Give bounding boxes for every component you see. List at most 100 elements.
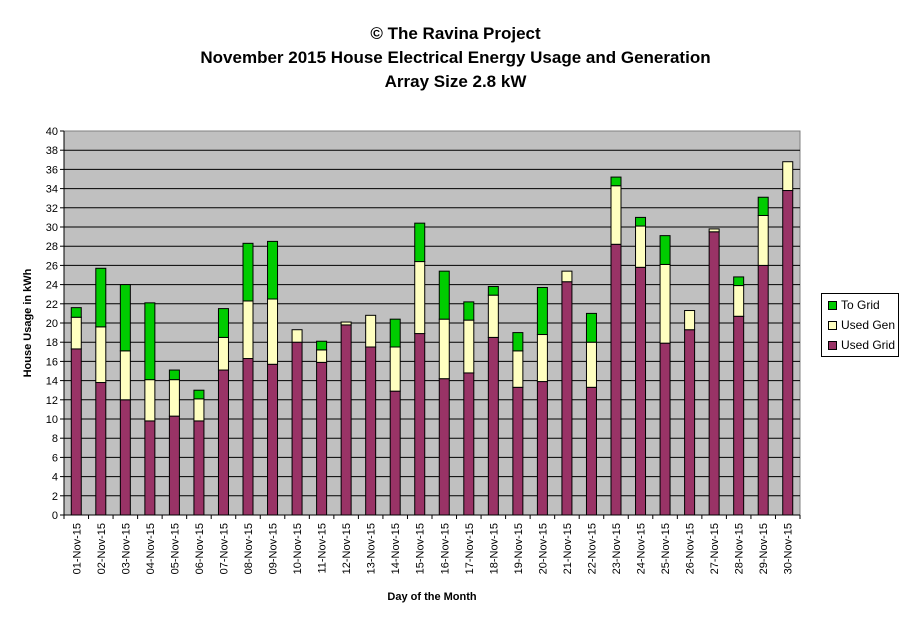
bar-used-gen: [70, 316, 82, 350]
bar-used-grid: [708, 231, 720, 516]
y-tick-label: 38: [46, 145, 58, 157]
x-tick-label: 27-Nov-15: [709, 523, 721, 574]
bar-to-grid: [487, 286, 499, 296]
y-tick-label: 0: [52, 510, 58, 522]
bar-used-grid: [168, 415, 180, 516]
y-tick-label: 40: [46, 126, 58, 138]
bar-used-gen: [463, 319, 475, 374]
x-tick-label: 03-Nov-15: [120, 523, 132, 574]
bar-used-grid: [217, 369, 229, 516]
bar-used-grid: [659, 342, 671, 516]
bar-used-grid: [340, 324, 352, 516]
bar-used-gen: [168, 379, 180, 417]
bar-used-gen: [95, 326, 107, 384]
x-tick-label: 24-Nov-15: [636, 523, 648, 574]
y-tick-label: 28: [46, 241, 58, 253]
bar-used-grid: [291, 341, 303, 516]
chart-title-line-3: Array Size 2.8 kW: [384, 72, 527, 91]
bar-used-gen: [389, 346, 401, 392]
x-tick-label: 13-Nov-15: [366, 523, 378, 574]
bar-to-grid: [193, 389, 205, 400]
bar-used-grid: [438, 378, 450, 516]
bar-to-grid: [144, 302, 156, 381]
bar-to-grid: [635, 216, 647, 227]
y-tick-label: 34: [46, 184, 58, 196]
bar-used-gen: [438, 318, 450, 380]
x-tick-label: 20-Nov-15: [537, 523, 549, 574]
bar-used-gen: [635, 225, 647, 268]
bar-to-grid: [536, 286, 548, 336]
bar-used-gen: [733, 285, 745, 317]
bar-used-gen: [242, 300, 254, 360]
bar-used-gen: [782, 161, 794, 192]
x-tick-label: 08-Nov-15: [243, 523, 255, 574]
bar-to-grid: [463, 301, 475, 321]
y-tick-label: 12: [46, 395, 58, 407]
y-tick-label: 4: [52, 472, 58, 484]
x-tick-label: 14-Nov-15: [390, 523, 402, 574]
bars: [70, 161, 794, 516]
legend-swatch-used-grid: [828, 340, 837, 350]
legend-item-to-grid: To Grid: [828, 298, 880, 312]
bar-used-grid: [95, 382, 107, 516]
y-tick-label: 24: [46, 280, 58, 292]
y-tick-label: 36: [46, 164, 58, 176]
bar-to-grid: [217, 308, 229, 338]
x-tick-label: 09-Nov-15: [268, 523, 280, 574]
bar-used-grid: [512, 386, 524, 516]
y-tick-label: 10: [46, 414, 58, 426]
y-tick-label: 22: [46, 299, 58, 311]
bar-used-grid: [487, 336, 499, 516]
legend-label-used-grid: Used Grid: [841, 338, 896, 352]
x-tick-label: 12-Nov-15: [341, 523, 353, 574]
bar-used-grid: [316, 361, 328, 516]
bar-used-gen: [217, 336, 229, 371]
bar-to-grid: [512, 332, 524, 352]
x-tick-label: 05-Nov-15: [169, 523, 181, 574]
bar-to-grid: [757, 196, 769, 216]
bar-used-grid: [782, 190, 794, 516]
bar-to-grid: [95, 267, 107, 328]
bar-used-grid: [635, 266, 647, 516]
bar-used-grid: [585, 386, 597, 516]
x-tick-label: 02-Nov-15: [96, 523, 108, 574]
bar-used-grid: [463, 372, 475, 516]
bar-used-gen: [414, 261, 426, 335]
bar-used-gen: [340, 321, 352, 326]
x-tick-label: 25-Nov-15: [660, 523, 672, 574]
legend: To Grid Used Gen Used Grid: [821, 293, 899, 357]
bar-used-gen: [144, 379, 156, 422]
x-tick-label: 18-Nov-15: [488, 523, 500, 574]
y-tick-label: 16: [46, 356, 58, 368]
bar-to-grid: [119, 284, 131, 352]
bar-used-grid: [267, 363, 279, 516]
legend-item-used-grid: Used Grid: [828, 338, 895, 352]
bar-used-gen: [610, 185, 622, 245]
bar-to-grid: [610, 176, 622, 187]
x-tick-label: 06-Nov-15: [194, 523, 206, 574]
x-tick-label: 10-Nov-15: [292, 523, 304, 574]
bar-used-gen: [512, 350, 524, 388]
legend-swatch-used-gen: [828, 320, 837, 330]
bar-to-grid: [70, 307, 82, 318]
y-axis-label: House Usage in kWh: [22, 268, 34, 377]
y-tick-label: 20: [46, 318, 58, 330]
bar-used-grid: [365, 346, 377, 516]
y-tick-label: 26: [46, 260, 58, 272]
bar-used-gen: [757, 214, 769, 266]
bar-to-grid: [168, 369, 180, 381]
y-tick-label: 14: [46, 376, 58, 388]
bar-used-gen: [291, 329, 303, 343]
bar-used-gen: [267, 298, 279, 365]
bar-used-grid: [414, 333, 426, 516]
bar-used-gen: [684, 310, 696, 331]
x-tick-label: 15-Nov-15: [415, 523, 427, 574]
bar-used-gen: [365, 314, 377, 348]
y-tick-label: 32: [46, 203, 58, 215]
y-tick-label: 30: [46, 222, 58, 234]
bar-used-grid: [144, 420, 156, 516]
x-tick-label: 26-Nov-15: [685, 523, 697, 574]
bar-to-grid: [242, 242, 254, 302]
bar-to-grid: [316, 340, 328, 351]
